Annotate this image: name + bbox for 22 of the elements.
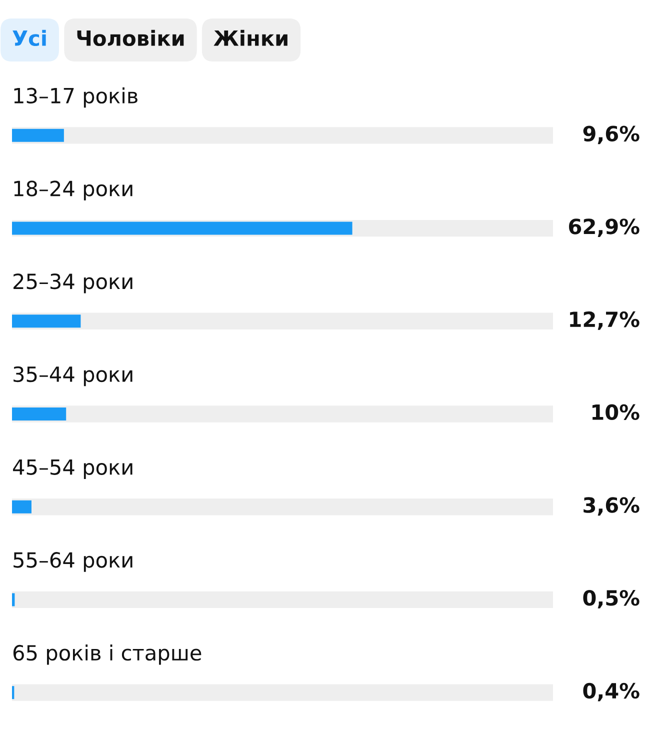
- text: Жінки: [214, 30, 288, 46]
- bar: [12, 500, 32, 514]
- y-tick-label: 18–24 роки: [14, 180, 132, 200]
- y-tick-label: 35–44 роки: [14, 366, 132, 386]
- data-label: 9,6%: [583, 126, 640, 144]
- data-label: 3,6%: [584, 497, 640, 516]
- bar: [12, 408, 66, 420]
- data-label: 10%: [592, 404, 640, 420]
- y-tick-label: 55–64 роки: [14, 552, 132, 572]
- text: Усі: [12, 30, 46, 46]
- y-tick-label: 13–17 років: [14, 87, 138, 108]
- text: Чоловіки: [77, 30, 184, 46]
- bar: [12, 128, 64, 142]
- data-label: 0,4%: [583, 682, 640, 702]
- data-label: 62,9%: [569, 218, 640, 237]
- y-tick-label: 65 років і старше: [13, 644, 202, 665]
- data-label: 12,7%: [570, 311, 640, 330]
- y-tick-label: 45–54 роки: [13, 459, 132, 479]
- y-tick-label: 25–34 роки: [14, 273, 132, 294]
- data-label: 0,5%: [583, 590, 640, 608]
- bar: [12, 593, 15, 606]
- bar: [12, 314, 81, 328]
